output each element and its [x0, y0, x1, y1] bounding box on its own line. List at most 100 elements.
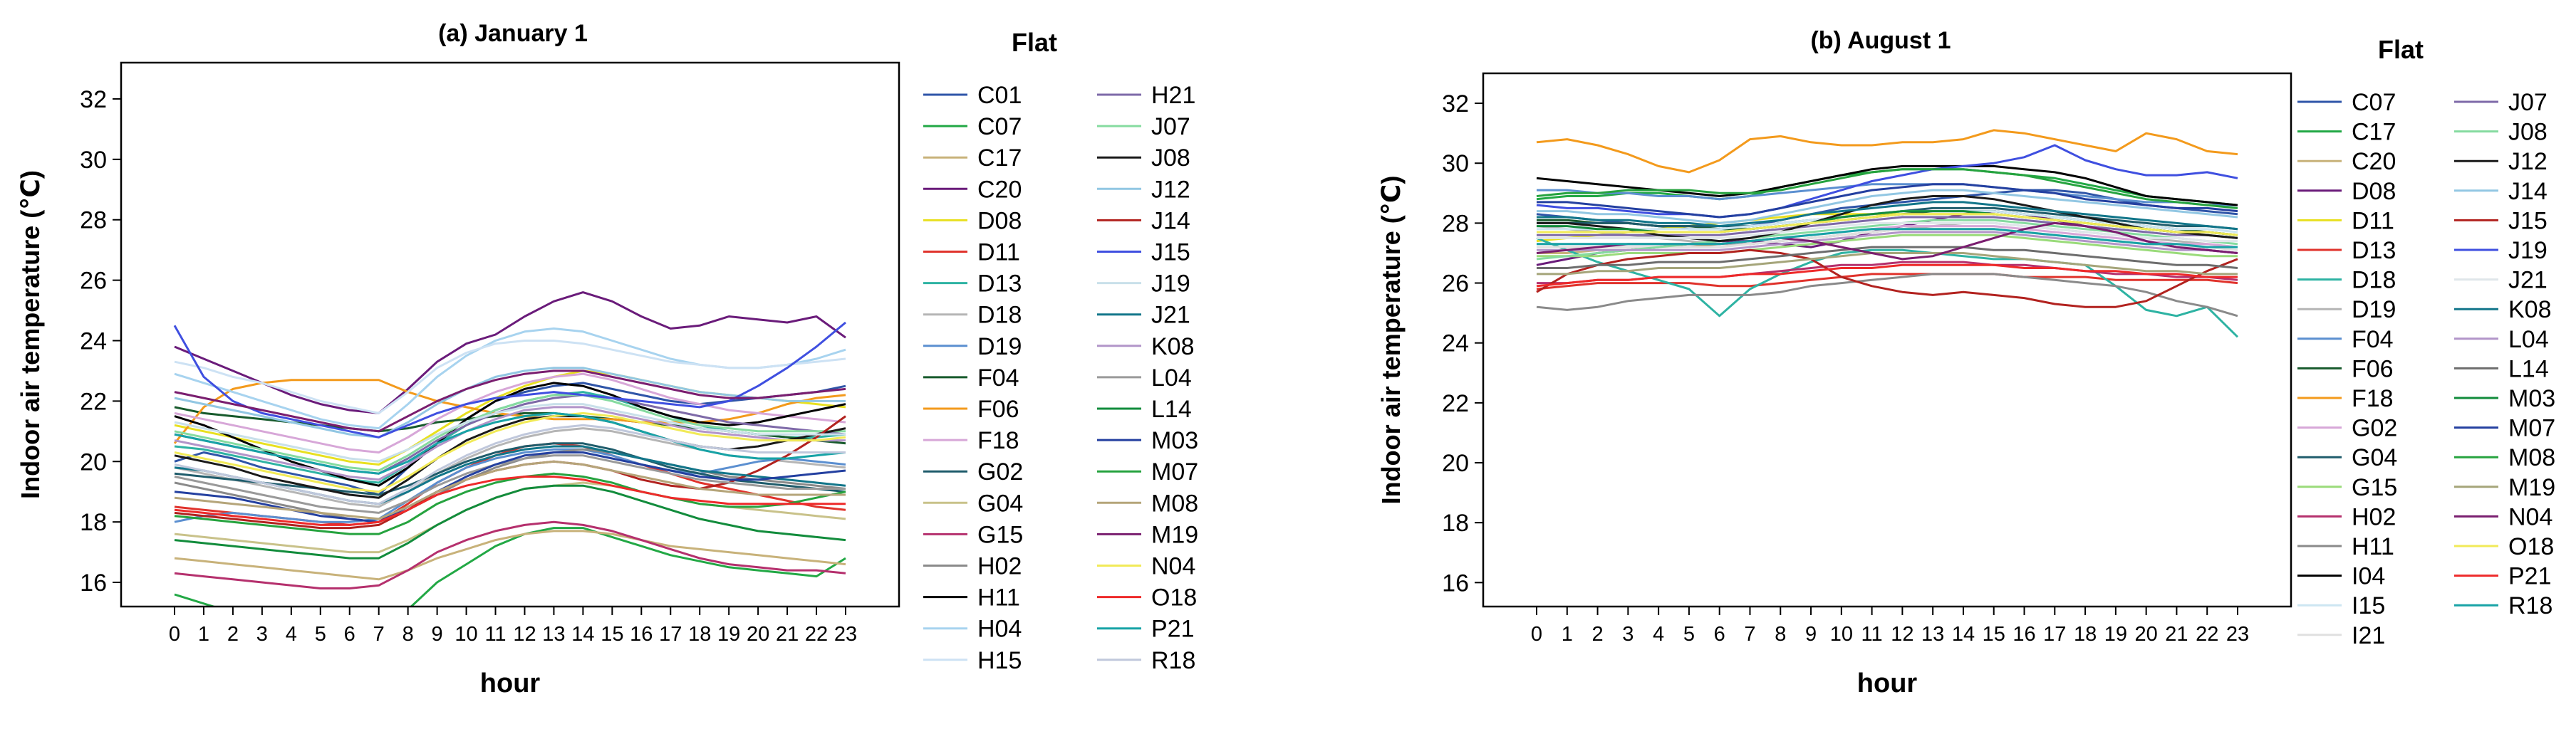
legend-item: L04: [2454, 326, 2549, 353]
legend-item: F18: [923, 427, 1019, 454]
series-line-M08: [174, 460, 846, 520]
legend-item: M19: [2454, 474, 2555, 501]
x-tick-label: 3: [256, 623, 268, 646]
plot-frame: [1482, 72, 2292, 608]
legend-item: J08: [1097, 145, 1190, 172]
legend-item: H11: [923, 584, 1020, 612]
x-tick-label: 7: [1744, 623, 1755, 646]
legend-label: J12: [1151, 176, 1190, 203]
series-line-C20: [174, 291, 846, 414]
legend-item: C20: [923, 176, 1022, 203]
legend-label: R18: [2508, 592, 2552, 619]
legend-label: O18: [2508, 533, 2554, 560]
legend-item: F18: [2297, 385, 2394, 412]
legend-item: C07: [923, 113, 1022, 140]
legend-item: J19: [2454, 237, 2548, 264]
series-line-M07: [1537, 183, 2238, 219]
legend-item: G04: [2297, 444, 2397, 471]
y-tick-label: 30: [80, 147, 107, 174]
y-tick-label: 20: [1442, 450, 1469, 477]
series-line-L04: [174, 454, 846, 514]
legend-label: D11: [977, 239, 1020, 266]
legend-label: J14: [1151, 207, 1190, 234]
legend-label: C20: [977, 176, 1022, 203]
legend-item: D11: [923, 239, 1020, 266]
legend-label: L14: [1151, 396, 1192, 423]
legend-item: H02: [2297, 503, 2396, 530]
series-line-P21: [174, 411, 846, 475]
legend-item: I21: [2297, 622, 2385, 649]
legend-item: J12: [2454, 148, 2548, 175]
legend-label: M19: [1151, 521, 1198, 548]
legend-item: H21: [1097, 82, 1195, 109]
y-tick-label: 28: [1442, 210, 1469, 237]
legend-item: J12: [1097, 176, 1190, 203]
y-tick-label: 22: [1442, 390, 1469, 417]
legend-item: D18: [2297, 267, 2396, 294]
x-tick-label: 15: [1983, 623, 2005, 646]
legend-label: G04: [2352, 444, 2397, 471]
x-tick-label: 5: [1683, 623, 1695, 646]
legend-label: J12: [2508, 148, 2548, 175]
legend-item: R18: [2454, 592, 2552, 619]
legend-label: J21: [2508, 267, 2548, 294]
x-tick-label: 22: [805, 623, 828, 646]
legend-label: J15: [1151, 239, 1190, 266]
series-line-H11: [1536, 273, 2238, 318]
x-tick-label: 11: [1861, 623, 1883, 646]
legend-item: H11: [2297, 533, 2394, 560]
series-line-H15: [174, 340, 846, 414]
legend-label: K08: [1151, 333, 1195, 360]
series-line-J12: [174, 367, 846, 439]
x-tick-label: 0: [1531, 623, 1542, 646]
x-tick-label: 13: [1921, 623, 1944, 646]
legend-item: D18: [923, 302, 1022, 329]
legend-label: D08: [977, 207, 1022, 234]
legend-item: M19: [1097, 521, 1198, 548]
series-group: [1536, 129, 2239, 338]
chart-title: (b) August 1: [1810, 27, 1951, 54]
legend-item: M08: [2454, 444, 2555, 471]
x-tick-label: 4: [286, 623, 297, 646]
x-tick-label: 16: [630, 623, 653, 646]
series-line-K08: [1537, 201, 2238, 231]
legend-label: F18: [2352, 385, 2394, 412]
legend-item: L14: [1097, 396, 1192, 423]
legend-item: N04: [1097, 553, 1195, 580]
y-axis-label: Indoor air temperature (℃): [1376, 176, 1406, 505]
y-tick-label: 16: [1442, 570, 1469, 597]
x-tick-label: 17: [2043, 623, 2066, 646]
legend-item: D11: [2297, 207, 2394, 234]
series-line-J12: [1537, 195, 2238, 243]
x-tick-label: 22: [2196, 623, 2218, 646]
legend-label: J21: [1151, 302, 1190, 329]
legend-item: M03: [1097, 427, 1198, 454]
legend-item: G02: [923, 458, 1023, 486]
series-line-J19: [174, 403, 846, 463]
x-tick-label: 1: [1562, 623, 1573, 646]
legend-item: D08: [923, 207, 1022, 234]
legend-item: L14: [2454, 355, 2549, 382]
legend-label: R18: [1151, 647, 1195, 674]
legend-item: R18: [1097, 647, 1195, 674]
x-tick-label: 18: [688, 623, 711, 646]
legend-item: C17: [923, 145, 1022, 172]
y-tick-label: 26: [80, 268, 107, 295]
series-line-H11: [174, 382, 846, 487]
x-tick-label: 12: [513, 623, 536, 646]
legend-label: D18: [977, 302, 1022, 329]
x-axis-label: hour: [1857, 668, 1918, 698]
plot-frame: [120, 61, 900, 608]
x-tick-label: 9: [1805, 623, 1817, 646]
legend-label: G15: [977, 521, 1023, 548]
x-tick-label: 23: [834, 623, 857, 646]
legend-item: K08: [2454, 296, 2552, 323]
legend-item: L04: [1097, 364, 1192, 392]
legend-label: C17: [977, 145, 1022, 172]
x-tick-label: 2: [1591, 623, 1603, 646]
legend-label: J15: [2508, 207, 2548, 234]
legend-label: M07: [1151, 458, 1198, 486]
legend-item: D19: [2297, 296, 2396, 323]
series-line-R18: [1537, 228, 2238, 248]
